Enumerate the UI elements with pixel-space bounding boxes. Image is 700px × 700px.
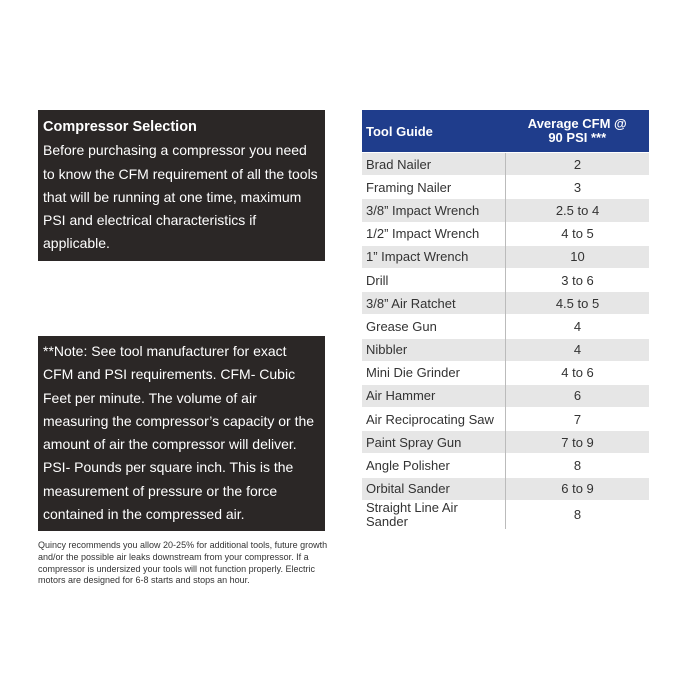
table-row: 1/2” Impact Wrench 4 to 5 — [362, 221, 649, 246]
table-row: Nibbler 4 — [362, 337, 649, 362]
table-row: 3/8” Impact Wrench 2.5 to 4 — [362, 198, 649, 223]
tool-cell: 3/8” Air Ratchet — [362, 291, 506, 315]
cfm-cell: 10 — [505, 244, 649, 269]
cfm-cell: 4 — [505, 337, 649, 362]
tool-cell: Air Reciprocating Saw — [362, 407, 506, 431]
tool-cell: Paint Spray Gun — [362, 430, 506, 454]
header-cell: Tool Guide — [362, 110, 506, 153]
tool-cell: Nibbler — [362, 337, 506, 362]
selection-text: Before purchasing a compressor you need … — [43, 142, 318, 252]
tool-cell: Straight Line Air Sander — [362, 499, 506, 529]
table-row: 3/8” Air Ratchet 4.5 to 5 — [362, 291, 649, 315]
header-cell: Average CFM @ 90 PSI *** — [505, 110, 649, 153]
table-row: Air Reciprocating Saw 7 — [362, 407, 649, 431]
note-text: **Note: See tool manufacturer for exact … — [43, 343, 315, 523]
tool-cell: Mini Die Grinder — [362, 360, 506, 385]
table-body: Brad Nailer 2 Framing Nailer 3 3/8” Impact W… — [362, 151, 649, 529]
cfm-cell: 2.5 to 4 — [505, 198, 649, 223]
table-row: Orbital Sander 6 to 9 — [362, 476, 649, 501]
cfm-cell: 4 to 6 — [505, 360, 649, 385]
cfm-cell: 4 to 5 — [505, 221, 649, 246]
tool-cell: Grease Gun — [362, 314, 506, 338]
table-row: Air Hammer 6 — [362, 383, 649, 408]
cfm-cell: 7 to 9 — [505, 430, 649, 454]
cfm-cell: 4 — [505, 314, 649, 338]
table-row: Mini Die Grinder 4 to 6 — [362, 360, 649, 385]
selection-title: Compressor Selection — [43, 119, 197, 135]
cfm-cell: 2 — [505, 151, 649, 176]
cfm-cell: 3 to 6 — [505, 267, 649, 292]
tool-table: Tool Guide Average CFM @ 90 PSI *** Brad… — [362, 110, 649, 529]
table-row: Straight Line Air Sander 8 — [362, 499, 649, 529]
tool-cell: Drill — [362, 267, 506, 292]
table-row: Paint Spray Gun 7 to 9 — [362, 430, 649, 454]
cfm-cell: 7 — [505, 407, 649, 431]
cfm-cell: 3 — [505, 175, 649, 199]
footnote: Quincy recommends you allow 20-25% for a… — [38, 540, 328, 586]
cfm-cell: 8 — [505, 499, 649, 529]
tool-cell: Orbital Sander — [362, 476, 506, 501]
cfm-cell: 6 — [505, 383, 649, 408]
tool-cell: 1” Impact Wrench — [362, 244, 506, 269]
cfm-cell: 8 — [505, 453, 649, 478]
tool-cell: 3/8” Impact Wrench — [362, 198, 506, 223]
cfm-cell: 6 to 9 — [505, 476, 649, 501]
tool-cell: Angle Polisher — [362, 453, 506, 478]
tool-cell: Brad Nailer — [362, 151, 506, 176]
table-row: Framing Nailer 3 — [362, 175, 649, 199]
selection-box: Compressor Selection Before purchasing a… — [38, 110, 325, 261]
table-row: Drill 3 to 6 — [362, 267, 649, 292]
header-row: Tool Guide Average CFM @ 90 PSI *** — [362, 110, 649, 153]
table-row: 1” Impact Wrench 10 — [362, 244, 649, 269]
table-row: Brad Nailer 2 — [362, 151, 649, 176]
note-box: **Note: See tool manufacturer for exact … — [38, 336, 325, 531]
table-row: Grease Gun 4 — [362, 314, 649, 338]
table-header: Tool Guide Average CFM @ 90 PSI *** — [362, 110, 649, 153]
tool-cell: Air Hammer — [362, 383, 506, 408]
table-row: Angle Polisher 8 — [362, 453, 649, 478]
tool-cell: 1/2” Impact Wrench — [362, 221, 506, 246]
cfm-cell: 4.5 to 5 — [505, 291, 649, 315]
tool-cell: Framing Nailer — [362, 175, 506, 199]
